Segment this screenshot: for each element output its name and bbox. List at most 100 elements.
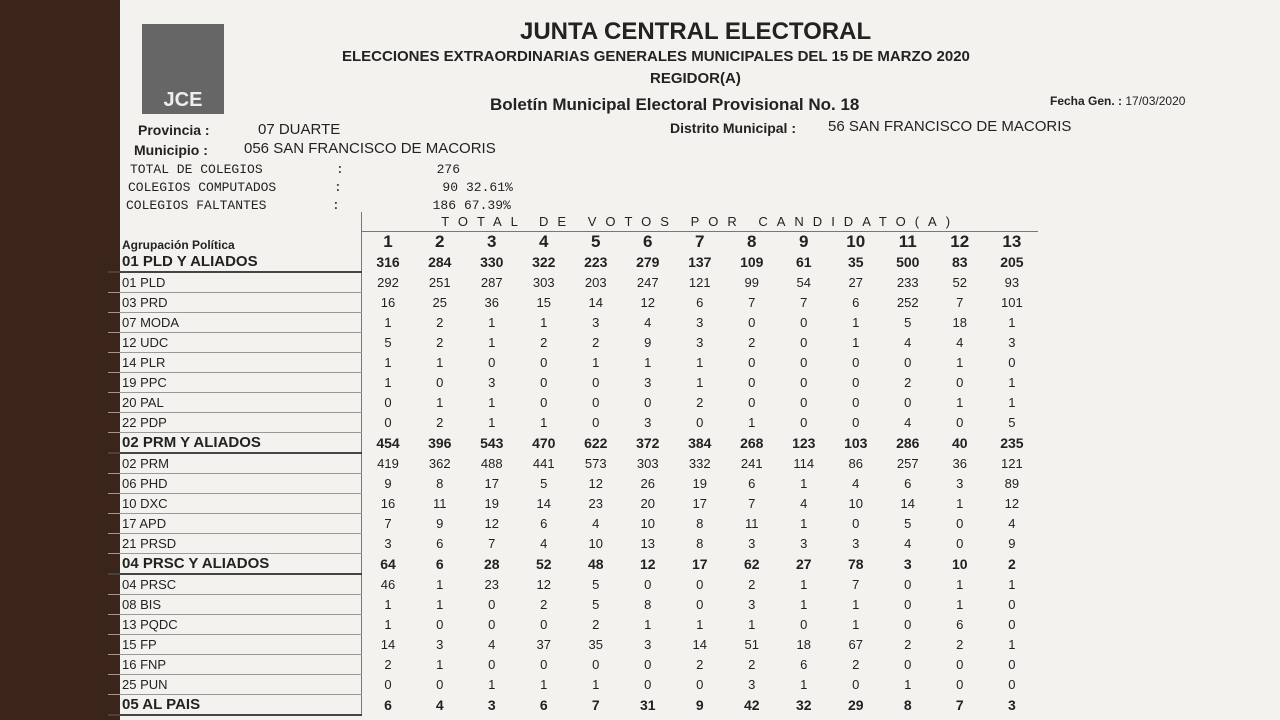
party-row: 04 PRSC 46 1 23 12 5 0 0 2 1 7 0 1 1: [108, 574, 1038, 595]
bulletin: Boletín Municipal Electoral Provisional …: [490, 95, 860, 114]
vote-count: 35: [847, 254, 864, 270]
vote-count: 0: [800, 355, 808, 370]
vote-count: 7: [955, 696, 964, 713]
vote-count: 1: [488, 335, 496, 350]
vote-count: 14: [380, 637, 396, 652]
vote-count: 1: [696, 355, 704, 370]
vote-count: 1: [852, 597, 860, 612]
vote-count: 83: [951, 254, 968, 270]
vote-count: 62: [743, 555, 760, 572]
vote-count: 247: [636, 274, 659, 290]
vote-count: 32: [795, 696, 812, 713]
vote-count: 0: [852, 415, 860, 430]
vote-count: 35: [588, 637, 603, 652]
party-name: 19 PPC: [108, 372, 363, 393]
vote-count: 99: [744, 274, 759, 290]
vote-count: 0: [592, 415, 600, 430]
vote-count: 0: [696, 576, 704, 592]
vote-count: 3: [644, 637, 652, 652]
vote-count: 252: [896, 295, 919, 310]
party-row: 12 UDC 5 2 1 2 2 9 3 2 0 1 4 4 3: [108, 332, 1038, 353]
vote-count: 0: [956, 375, 964, 390]
vote-count: 303: [532, 274, 555, 290]
vote-count: 0: [488, 657, 496, 672]
vote-count: 223: [584, 254, 608, 270]
vote-count: 13: [640, 536, 655, 551]
municipio-label: Municipio :: [134, 142, 208, 158]
vote-count: 2: [384, 657, 392, 672]
vote-count: 54: [796, 274, 811, 290]
vote-count: 101: [1001, 295, 1023, 310]
vote-count: 6: [436, 536, 444, 551]
vote-count: 67: [848, 637, 863, 652]
vote-count: 8: [644, 597, 652, 612]
vote-count: 0: [384, 395, 392, 410]
vote-count: 6: [956, 617, 964, 632]
title: JUNTA CENTRAL ELECTORAL: [520, 18, 872, 45]
vote-count: 454: [376, 434, 400, 451]
date-label: Fecha Gen. :: [1050, 94, 1123, 108]
vote-count: 26: [640, 476, 655, 491]
candidate-number: 12: [950, 232, 970, 251]
party-row: 10 DXC 16 11 19 14 23 20 17 7 4 10 14 1 12: [108, 493, 1038, 514]
vote-count: 10: [951, 555, 968, 572]
vote-count: 235: [1000, 434, 1024, 451]
vote-count: 0: [1008, 657, 1016, 672]
party-name: 02 PRM: [108, 453, 363, 474]
vote-count: 0: [800, 617, 808, 632]
vote-count: 10: [848, 496, 863, 511]
vote-count: 27: [848, 274, 863, 290]
vote-count: 1: [1008, 637, 1016, 652]
candidate-number: 1: [383, 232, 393, 251]
stat-percent: 67.39%: [464, 198, 511, 213]
vote-count: 10: [588, 536, 603, 551]
vote-count: 46: [380, 576, 396, 592]
vote-count: 12: [640, 295, 655, 310]
vote-count: 362: [428, 455, 451, 471]
provincia-label: Provincia :: [138, 122, 210, 138]
vote-count: 1: [800, 597, 808, 612]
vote-count: 27: [795, 555, 812, 572]
party-row: 08 BIS 1 1 0 2 5 8 0 3 1 1 0 1 0: [108, 594, 1038, 615]
vote-count: 0: [436, 375, 444, 390]
vote-count: 0: [956, 415, 964, 430]
vote-count: 123: [792, 434, 816, 451]
vote-count: 0: [540, 375, 548, 390]
vote-count: 19: [484, 496, 499, 511]
vote-count: 3: [800, 536, 808, 551]
stat-count: 276: [436, 162, 460, 177]
party-name: 12 UDC: [108, 332, 363, 353]
vote-count: 4: [904, 536, 912, 551]
vote-count: 0: [1008, 677, 1016, 692]
vote-count: 0: [748, 375, 756, 390]
vote-count: 4: [852, 476, 860, 491]
party-row: 14 PLR 1 1 0 0 1 1 1 0 0 0 0 1 0: [108, 352, 1038, 373]
party-row: 20 PAL 0 1 1 0 0 0 2 0 0 0 0 1 1: [108, 392, 1038, 413]
vote-count: 0: [852, 395, 860, 410]
vote-count: 419: [377, 455, 399, 471]
party-name: 13 PQDC: [108, 614, 363, 635]
vote-count: 0: [800, 395, 808, 410]
party-row: 21 PRSD 3 6 7 4 10 13 8 3 3 3 4 0 9: [108, 533, 1038, 554]
vote-count: 3: [384, 536, 392, 551]
vote-count: 1: [852, 617, 860, 632]
vote-count: 4: [592, 516, 600, 531]
vote-count: 396: [428, 434, 452, 451]
vote-count: 17: [691, 555, 708, 572]
vote-count: 2: [748, 576, 756, 592]
vote-count: 1: [800, 476, 808, 491]
vote-count: 3: [852, 536, 860, 551]
party-header: Agrupación Política: [108, 231, 363, 252]
vote-count: 500: [896, 254, 920, 270]
vote-count: 1: [644, 617, 652, 632]
vote-count: 0: [748, 355, 756, 370]
vote-count: 0: [384, 415, 392, 430]
vote-count: 40: [951, 434, 968, 451]
party-name: 05 AL PAIS: [108, 694, 363, 716]
vote-count: 1: [488, 415, 496, 430]
vote-count: 1: [488, 677, 496, 692]
vote-count: 1: [852, 335, 860, 350]
party-name: 01 PLD Y ALIADOS: [108, 252, 363, 273]
vote-count: 37: [536, 637, 551, 652]
vote-count: 17: [692, 496, 707, 511]
